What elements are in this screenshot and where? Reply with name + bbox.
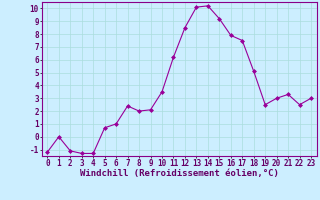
X-axis label: Windchill (Refroidissement éolien,°C): Windchill (Refroidissement éolien,°C)	[80, 169, 279, 178]
